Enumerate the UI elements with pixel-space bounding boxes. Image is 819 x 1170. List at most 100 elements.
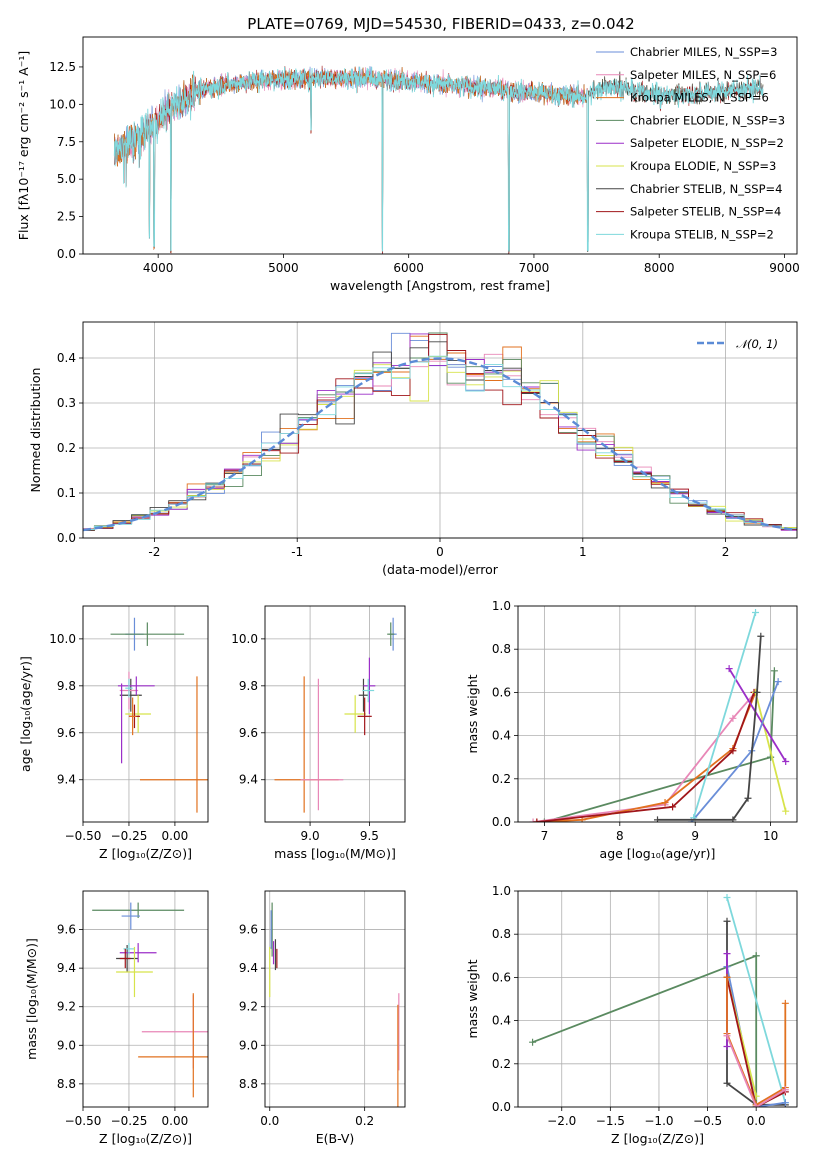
weight-marker	[752, 1103, 760, 1107]
x-axis-label: wavelength [Angstrom, rest frame]	[330, 278, 550, 293]
weight-marker	[753, 688, 761, 696]
figure-title: PLATE=0769, MJD=54530, FIBERID=0433, z=0…	[247, 15, 634, 33]
x-tick-label: −0.50	[65, 829, 102, 843]
y-tick-label: 0.3	[57, 396, 76, 410]
weight-line-0	[544, 756, 771, 822]
legend-entry: Salpeter STELIB, N_SSP=4	[630, 205, 781, 219]
axes-frame	[264, 605, 406, 823]
weight-line-1	[769, 670, 776, 758]
legend-entry: Kroupa MILES, N_SSP=6	[630, 91, 769, 105]
weight-marker	[669, 803, 677, 811]
x-tick-label: 5000	[268, 261, 299, 275]
x-axis-label: E(B-V)	[316, 1131, 355, 1146]
errorbar-point	[121, 902, 140, 930]
weight-marker	[533, 818, 541, 822]
legend-entry: Salpeter ELODIE, N_SSP=2	[630, 136, 784, 150]
x-tick-label: 8000	[644, 261, 675, 275]
y-tick-label: 0.4	[57, 351, 76, 365]
y-tick-label: 0.6	[492, 685, 511, 699]
residual-histogram-panel: -2 -1 0 1 2 0.0 0.1 0.2 0.3 0.4 (data-model)/error…	[28, 321, 798, 577]
weight-vs-metallicity-panel: −2.0 −1.5 −1.0 −0.5 0.0 0.0 0.2 0.4 0.6 0.8 1.0 Z […	[465, 884, 798, 1146]
weight-line-0	[532, 954, 757, 1044]
x-tick-label: 0.2	[355, 1114, 374, 1128]
weight-marker	[729, 816, 737, 822]
axes-frame	[82, 36, 798, 255]
y-tick-label: 9.0	[239, 1038, 258, 1052]
x-axis-label: Z [log₁₀(Z/Z⊙)]	[99, 1131, 192, 1146]
x-tick-label: 9.5	[360, 829, 379, 843]
y-tick-label: 9.6	[239, 726, 258, 740]
errorbar-point	[362, 678, 375, 703]
y-axis-label: mass [log₁₀(M/M⊙)]	[24, 938, 39, 1060]
x-tick-label: 0	[436, 545, 444, 559]
x-tick-label: 6000	[393, 261, 424, 275]
y-tick-label: 0.6	[492, 970, 511, 984]
errorbar-point	[344, 695, 366, 733]
y-tick-label: 9.4	[239, 773, 258, 787]
y-tick-label: 9.4	[57, 773, 76, 787]
weight-marker	[782, 807, 790, 815]
weight-marker	[723, 973, 731, 981]
y-tick-label: 0.0	[57, 531, 76, 545]
x-tick-label: 8	[616, 829, 624, 843]
y-tick-label: 0.8	[492, 642, 511, 656]
weight-marker	[744, 794, 752, 802]
x-tick-label: 9.0	[301, 829, 320, 843]
spectrum-panel: 4000 5000 6000 7000 8000 9000 0.0 2.5 5.0 7.5 10.0…	[16, 36, 800, 293]
weight-marker	[723, 950, 731, 958]
x-tick-label: -2	[148, 545, 160, 559]
spectrum-legend: Chabrier MILES, N_SSP=3 Salpeter MILES, N…	[596, 45, 785, 241]
errorbar-point	[92, 902, 185, 918]
y-tick-label: 7.5	[57, 135, 76, 149]
x-tick-label: 2	[722, 545, 730, 559]
y-tick-label: 0.2	[57, 441, 76, 455]
legend-entry: Kroupa ELODIE, N_SSP=3	[630, 159, 776, 173]
x-tick-label: 7	[541, 829, 549, 843]
legend-entry: Chabrier MILES, N_SSP=3	[630, 45, 777, 59]
weight-marker	[723, 1032, 731, 1040]
y-tick-label: 9.2	[57, 1000, 76, 1014]
legend-entry: Kroupa STELIB, N_SSP=2	[630, 227, 774, 241]
axes-frame	[82, 605, 209, 823]
errorbar-point	[358, 678, 369, 712]
weight-marker	[752, 952, 760, 960]
weight-marker	[781, 1099, 789, 1107]
weight-marker	[725, 665, 733, 673]
x-tick-label: 9	[691, 829, 699, 843]
mass-vs-metallicity-panel: −0.50 −0.25 0.00 8.8 9.0 9.2 9.4 9.6 Z [log₁₀(Z/…	[24, 890, 209, 1146]
weight-line-5	[754, 692, 787, 812]
x-tick-label: −1.0	[644, 1114, 673, 1128]
weight-marker	[529, 818, 537, 822]
weight-marker	[781, 1086, 789, 1094]
errorbar-point	[116, 946, 153, 998]
weight-line-9	[726, 1035, 786, 1107]
errorbar-point	[125, 695, 152, 733]
y-tick-label: 9.6	[239, 923, 258, 937]
age-vs-mass-panel: 9.0 9.5 9.4 9.6 9.8 10.0 mass [log₁₀(M/M⊙)]	[231, 605, 406, 861]
legend-entry: Salpeter MILES, N_SSP=6	[630, 68, 776, 82]
y-tick-label: 10.0	[231, 632, 258, 646]
y-tick-label: 0.0	[492, 815, 511, 829]
x-tick-label: 0.0	[260, 1114, 279, 1128]
y-tick-label: 9.8	[239, 679, 258, 693]
x-tick-label: 0.0	[747, 1114, 766, 1128]
histogram-step-8	[83, 355, 797, 530]
errorbar-point	[125, 678, 133, 698]
y-tick-label: 0.0	[57, 247, 76, 261]
weight-line-2	[726, 897, 787, 1103]
y-tick-label: 1.0	[492, 884, 511, 898]
x-tick-label: -1	[291, 545, 303, 559]
x-tick-label: 7000	[519, 261, 550, 275]
weight-marker	[729, 747, 737, 755]
normal-reference-curve	[83, 357, 795, 532]
errorbar-point	[357, 697, 372, 736]
y-tick-label: 9.0	[57, 1038, 76, 1052]
y-tick-label: 0.2	[492, 1057, 511, 1071]
weight-marker	[661, 799, 669, 807]
y-tick-label: 8.8	[57, 1077, 76, 1091]
y-tick-label: 10.0	[49, 97, 76, 111]
weight-marker	[781, 999, 789, 1007]
weight-marker	[757, 632, 765, 640]
y-tick-label: 9.6	[57, 923, 76, 937]
